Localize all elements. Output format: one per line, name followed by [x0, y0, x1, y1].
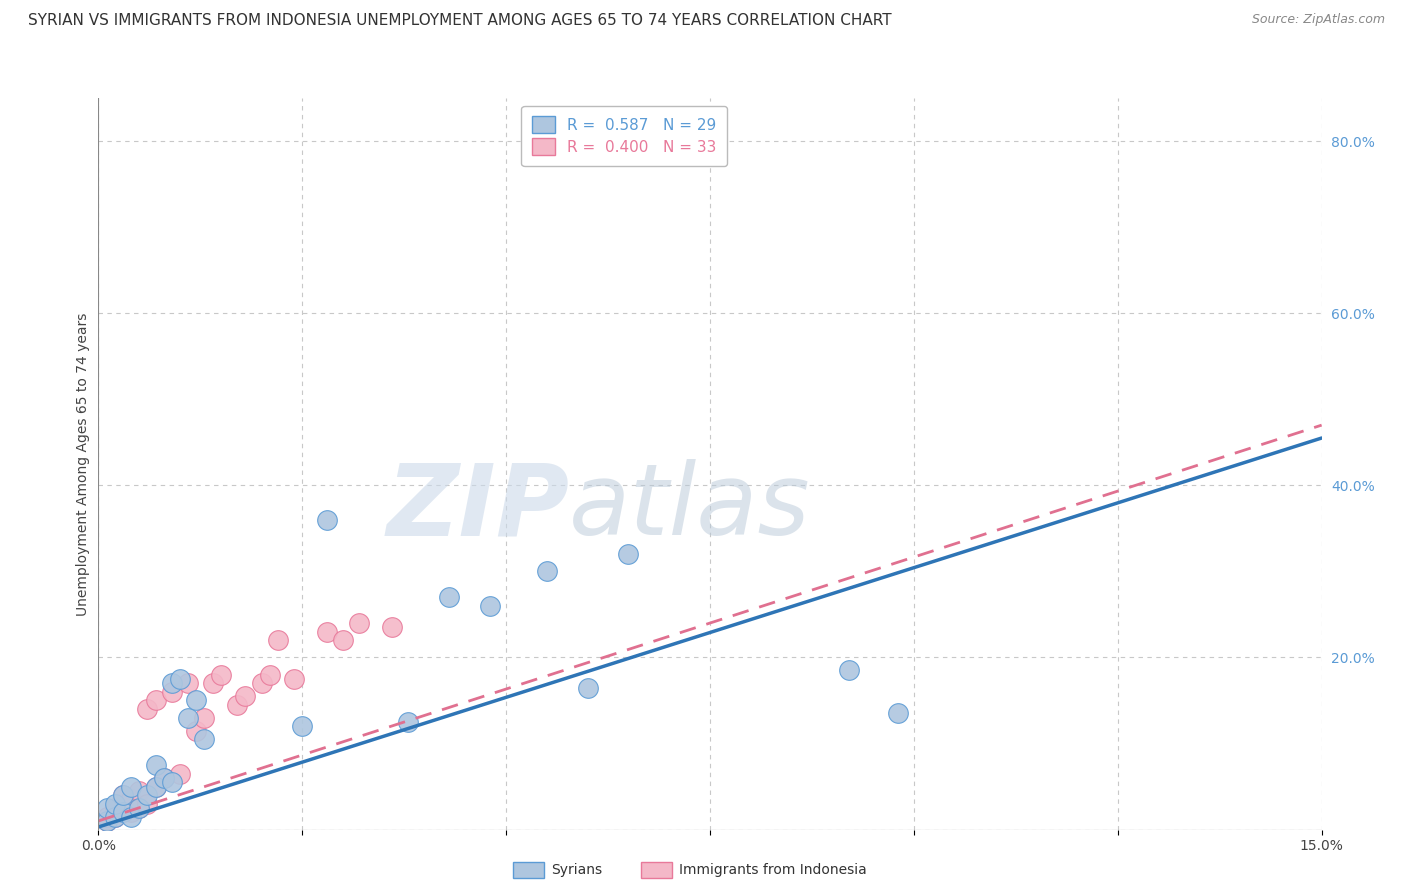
- Point: [226, 698, 249, 712]
- Point: [617, 547, 640, 561]
- Y-axis label: Unemployment Among Ages 65 to 74 years: Unemployment Among Ages 65 to 74 years: [76, 312, 90, 615]
- Point: [160, 676, 183, 690]
- Point: [209, 667, 232, 681]
- Text: Source: ZipAtlas.com: Source: ZipAtlas.com: [1251, 13, 1385, 27]
- Point: [128, 801, 150, 815]
- Point: [536, 565, 558, 579]
- Point: [177, 676, 200, 690]
- Point: [478, 599, 501, 613]
- Point: [104, 797, 127, 811]
- Point: [267, 633, 290, 648]
- Point: [96, 814, 118, 828]
- Point: [381, 620, 404, 634]
- Point: [145, 758, 167, 772]
- Point: [128, 801, 150, 815]
- Point: [111, 788, 134, 802]
- Point: [576, 681, 599, 695]
- Point: [349, 615, 371, 630]
- Point: [396, 714, 419, 729]
- Point: [111, 788, 134, 802]
- Point: [193, 732, 215, 747]
- Point: [315, 624, 337, 639]
- Point: [111, 797, 134, 811]
- Point: [186, 723, 208, 738]
- Point: [160, 685, 183, 699]
- Point: [136, 797, 159, 811]
- Point: [332, 633, 354, 648]
- Point: [437, 591, 460, 605]
- Point: [120, 805, 142, 820]
- Point: [315, 513, 337, 527]
- Point: [250, 676, 273, 690]
- Point: [128, 784, 150, 798]
- Text: atlas: atlas: [569, 459, 811, 557]
- Point: [136, 702, 159, 716]
- Point: [177, 711, 200, 725]
- Point: [283, 672, 305, 686]
- Point: [120, 810, 142, 824]
- Point: [111, 805, 134, 820]
- Point: [145, 780, 167, 794]
- Point: [186, 693, 208, 707]
- Point: [104, 810, 127, 824]
- Point: [136, 788, 159, 802]
- Point: [96, 810, 118, 824]
- Point: [169, 766, 191, 780]
- Text: Syrians: Syrians: [551, 863, 602, 877]
- Point: [111, 805, 134, 820]
- Point: [193, 711, 215, 725]
- Text: Immigrants from Indonesia: Immigrants from Indonesia: [679, 863, 868, 877]
- Point: [96, 801, 118, 815]
- Point: [291, 719, 314, 733]
- Point: [152, 771, 174, 785]
- Point: [145, 780, 167, 794]
- Point: [838, 664, 860, 678]
- Point: [152, 771, 174, 785]
- Point: [96, 814, 118, 828]
- Point: [120, 792, 142, 806]
- Point: [120, 780, 142, 794]
- Legend: R =  0.587   N = 29, R =  0.400   N = 33: R = 0.587 N = 29, R = 0.400 N = 33: [522, 106, 727, 166]
- Point: [233, 689, 256, 703]
- Point: [169, 672, 191, 686]
- Point: [104, 810, 127, 824]
- Point: [201, 676, 224, 690]
- Text: ZIP: ZIP: [387, 459, 569, 557]
- Point: [886, 706, 908, 721]
- Point: [259, 667, 281, 681]
- Text: SYRIAN VS IMMIGRANTS FROM INDONESIA UNEMPLOYMENT AMONG AGES 65 TO 74 YEARS CORRE: SYRIAN VS IMMIGRANTS FROM INDONESIA UNEM…: [28, 13, 891, 29]
- Point: [145, 693, 167, 707]
- Point: [104, 801, 127, 815]
- Point: [160, 775, 183, 789]
